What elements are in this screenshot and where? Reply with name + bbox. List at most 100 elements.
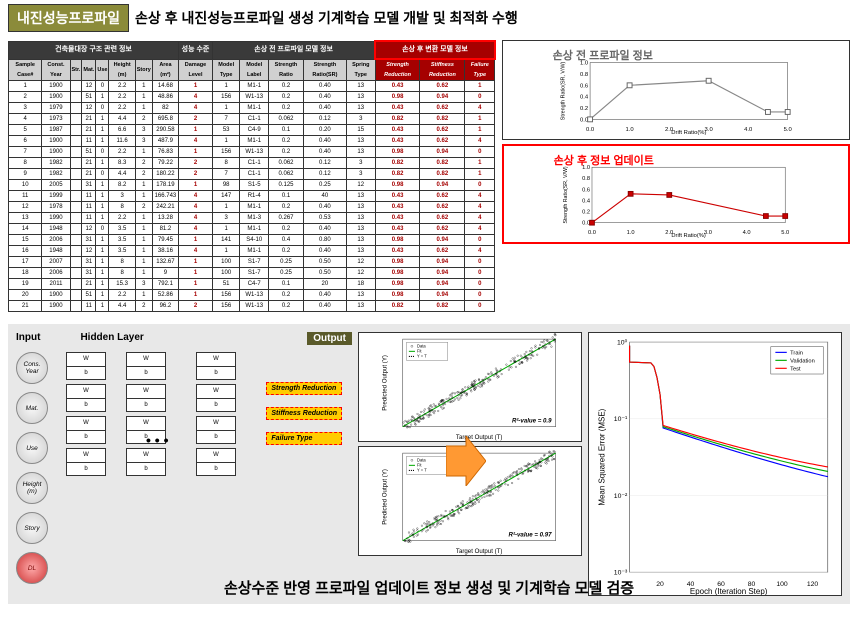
svg-text:0.6: 0.6 [582,187,590,193]
cell: 0.40 [303,301,346,312]
cell: M1-1 [240,81,269,92]
cell: 81.2 [152,224,178,235]
cell: 0.43 [375,213,420,224]
cell: 0.62 [420,125,465,136]
cell: 0.62 [420,81,465,92]
cell [70,81,82,92]
cell: 13 [346,191,375,202]
cell: 13 [346,147,375,158]
svg-text:Validation: Validation [790,359,815,365]
cell: 3 [135,136,152,147]
cell: 21 [82,125,96,136]
cell [70,147,82,158]
table-row: 12197811182242.2141M1-10.20.40130.430.62… [9,202,495,213]
cell: 1 [96,125,109,136]
cell: 1 [465,81,495,92]
data-table-wrap: 건축물대장 구조 관련 정보 성능 수준 손상 전 프로파일 모델 정보 손상 … [8,40,496,312]
cell: 3.5 [109,246,135,257]
cell: 4 [465,103,495,114]
col-hdr-0: Sample Case# [9,59,42,81]
cell: 0.25 [269,257,304,268]
cell: 1990 [42,213,70,224]
cell: 1 [96,257,109,268]
cell: 0.82 [420,169,465,180]
cell: 2 [135,301,152,312]
cell: 0.40 [303,103,346,114]
cell: 7 [212,169,239,180]
table-row: 11199911131166.7434147R1-40.140130.430.6… [9,191,495,202]
cell: 178.19 [152,180,178,191]
cell: 1 [212,103,239,114]
cell: 0.94 [420,235,465,246]
cell: 51 [82,290,96,301]
cell: 0.20 [303,125,346,136]
cell [70,158,82,169]
svg-text:0.2: 0.2 [582,210,590,216]
cell: 1 [96,213,109,224]
cell: 13 [346,246,375,257]
cell: 156 [212,301,239,312]
cell: 4 [179,136,213,147]
cell: 1 [96,180,109,191]
cell [70,246,82,257]
cell: 141 [212,235,239,246]
cell: 0.98 [375,290,420,301]
cell: 1948 [42,246,70,257]
cell: 11 [82,301,96,312]
cell: 0 [96,169,109,180]
svg-text:Y = T: Y = T [417,353,427,358]
table-row: 1419481203.5181.241M1-10.20.40130.430.62… [9,224,495,235]
cell: 1 [179,257,213,268]
table-row: 419732114.42695.827C1-10.0620.1230.820.8… [9,114,495,125]
cell: 53 [212,125,239,136]
cell: M1-1 [240,103,269,114]
footer-text: 손상수준 반영 프로파일 업데이트 정보 생성 및 기계학습 모델 검증 [16,577,842,598]
hidden-box: Wb [196,384,236,412]
table-row: 819822118.3279.2228C1-10.0620.1230.820.8… [9,158,495,169]
cell: 147 [212,191,239,202]
cell: 0.062 [269,114,304,125]
cell: 15.3 [109,279,135,290]
chart-before: 손상 전 프로파일 정보 0.01.02.03.04.05.00.00.20.4… [502,40,850,140]
cell: 0.2 [269,147,304,158]
cell: 0.267 [269,213,304,224]
cell: 3 [135,125,152,136]
table-row: 119001202.2114.6811M1-10.20.40130.430.62… [9,81,495,92]
cell: 1 [96,246,109,257]
cell: 792.1 [152,279,178,290]
cell: C4-9 [240,125,269,136]
cell: 11.6 [109,136,135,147]
cell: 4.4 [109,169,135,180]
cell: 4 [465,246,495,257]
cell: 0.2 [269,81,304,92]
cell: 0.25 [269,268,304,279]
cell: 0.2 [269,103,304,114]
cell: 1 [96,290,109,301]
cell: 2.2 [109,92,135,103]
cell: 0.2 [269,224,304,235]
cell [70,191,82,202]
cell: 0 [96,147,109,158]
cell: 0.43 [375,103,420,114]
cell: 13.28 [152,213,178,224]
svg-text:0.0: 0.0 [582,221,590,227]
cell: 1987 [42,125,70,136]
col-hdr-13: Spring Type [346,59,375,81]
svg-text:R²-value = 0.97: R²-value = 0.97 [509,532,553,539]
hidden-box: Wb [196,448,236,476]
cell: 21 [82,279,96,290]
cell: 12 [82,224,96,235]
cell: 0.94 [420,180,465,191]
cell: 13 [346,103,375,114]
cell: 2 [9,92,42,103]
cell: M1-1 [240,136,269,147]
cell: S1-7 [240,257,269,268]
output-label: Failure Type [266,432,342,445]
table-row: 1619481213.5138.1641M1-10.20.40130.430.6… [9,246,495,257]
cell: 2007 [42,257,70,268]
cell: 12 [82,81,96,92]
cell: 4 [9,114,42,125]
cell: 2005 [42,180,70,191]
output-label: Stiffness Reduction [266,407,342,420]
cell [70,180,82,191]
